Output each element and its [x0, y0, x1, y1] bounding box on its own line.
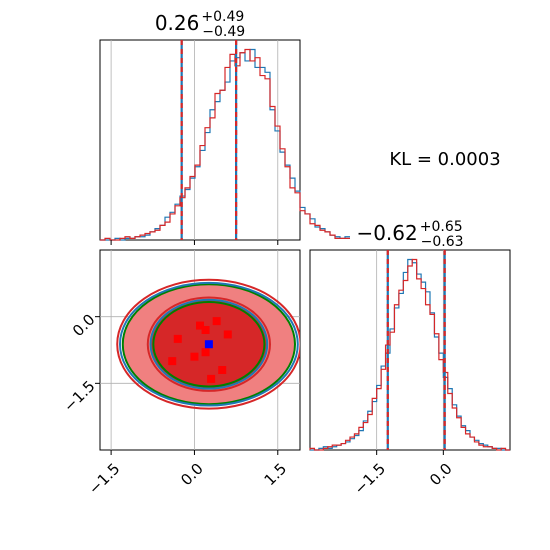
sample-marker: [218, 366, 227, 374]
y-ticks: 0.0 −1.5: [60, 310, 100, 416]
series-group: [309, 258, 510, 451]
quantile-lines: [386, 250, 446, 450]
series-group: [100, 48, 350, 241]
title-plus: +0.65: [420, 219, 463, 235]
tick-label: 0.0: [69, 310, 99, 340]
tick-label: −1.5: [85, 460, 123, 498]
grid: [110, 40, 279, 240]
marginal-histogram-y: −1.5 0.0 −0.62 +0.65 −0.63: [309, 219, 511, 498]
axes-frame: [309, 249, 511, 451]
tick-label: −1.5: [60, 377, 98, 415]
x-ticks: −1.5 0.0: [351, 450, 456, 498]
histogram-red: [309, 258, 510, 451]
sample-marker: [190, 352, 199, 361]
truth-marker: [204, 340, 213, 349]
sample-marker: [212, 317, 221, 326]
title-minus: −0.49: [202, 24, 245, 40]
axes-frame: [99, 39, 301, 241]
joint-contour-panel: −1.5 0.0 1.5 0.0 −1.5: [60, 249, 301, 498]
tick-label: −1.5: [351, 460, 389, 498]
parameter-title-x: 0.26 +0.49 −0.49: [155, 9, 245, 40]
x-ticks: [110, 240, 279, 245]
grid: [376, 250, 444, 450]
parameter-title-y: −0.62 +0.65 −0.63: [356, 219, 463, 250]
title-value: −0.62: [356, 221, 417, 245]
tick-label: 1.5: [261, 460, 291, 490]
tick-label: 0.0: [426, 460, 456, 490]
sample-marker: [173, 334, 182, 343]
sample-marker: [201, 348, 210, 357]
title-plus: +0.49: [201, 9, 244, 25]
sample-marker: [201, 326, 210, 334]
contour-red: [116, 278, 300, 410]
contour-red: [146, 296, 271, 392]
x-ticks: −1.5 0.0 1.5: [85, 450, 290, 498]
sample-marker: [196, 321, 204, 330]
marginal-histogram-x: 0.26 +0.49 −0.49: [99, 9, 350, 245]
sample-marker: [168, 357, 177, 366]
quantile-lines: [180, 40, 238, 240]
title-minus: −0.63: [421, 234, 464, 250]
title-value: 0.26: [155, 11, 200, 35]
contour-green: [152, 301, 266, 388]
contour-blue: [119, 281, 299, 407]
kl-divergence-label: KL = 0.0003: [389, 149, 500, 170]
tick-label: 0.0: [177, 460, 207, 490]
histogram-red: [100, 48, 350, 241]
sample-marker: [223, 330, 232, 339]
contour-green: [121, 283, 296, 406]
contour-blue: [149, 298, 269, 390]
sample-marker: [207, 374, 216, 383]
contour-group: [116, 278, 300, 410]
